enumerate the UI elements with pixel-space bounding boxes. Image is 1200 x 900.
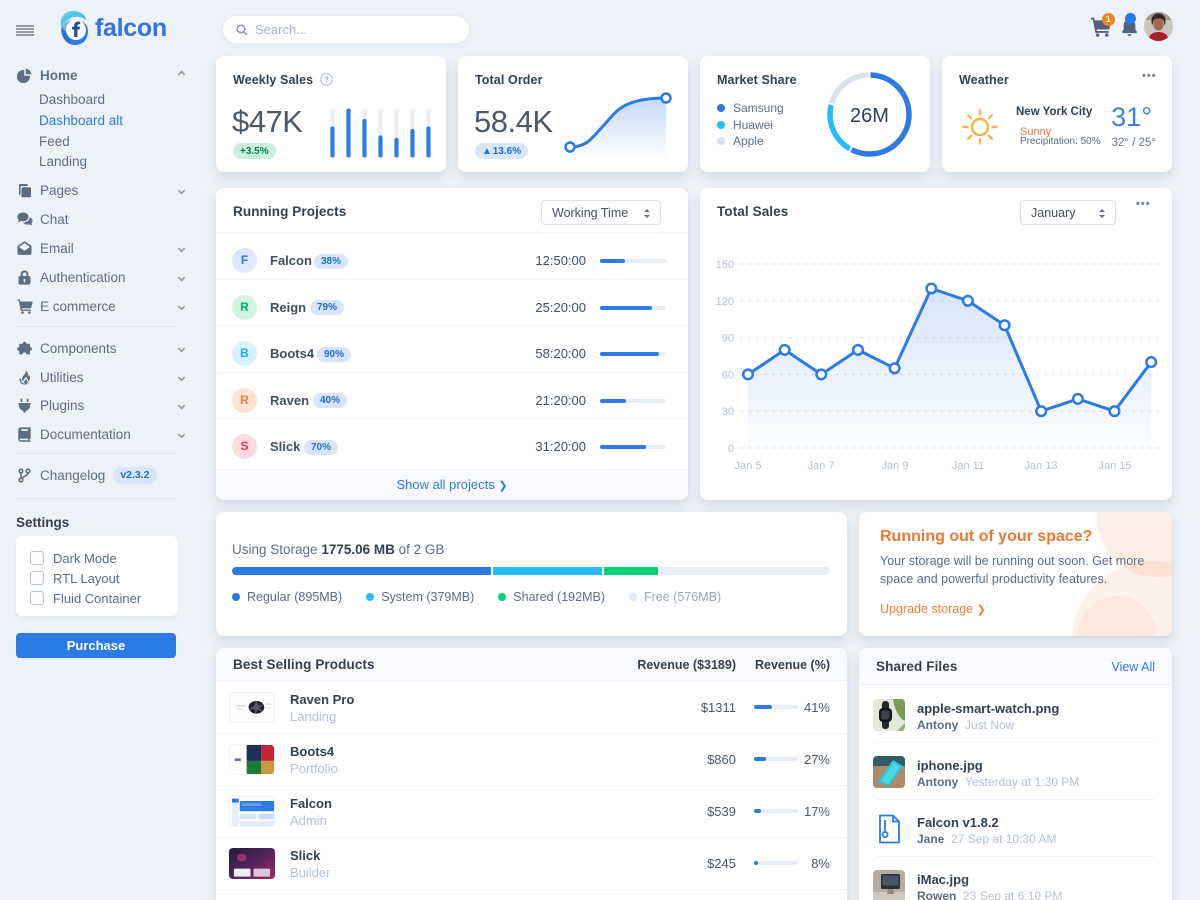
- svg-text:90: 90: [722, 333, 734, 345]
- svg-text:Jan 11: Jan 11: [952, 460, 984, 472]
- svg-text:120: 120: [716, 296, 734, 308]
- svg-text:Jan 5: Jan 5: [735, 460, 762, 472]
- svg-text:0: 0: [728, 443, 734, 455]
- svg-text:Jan 15: Jan 15: [1098, 460, 1131, 472]
- svg-text:26M: 26M: [850, 105, 889, 127]
- svg-text:30: 30: [722, 406, 734, 418]
- svg-text:150: 150: [716, 259, 734, 271]
- svg-text:Jan 7: Jan 7: [808, 460, 835, 472]
- svg-text:Jan 9: Jan 9: [882, 460, 909, 472]
- svg-text:?: ?: [324, 75, 329, 84]
- svg-text:Jan 13: Jan 13: [1024, 460, 1057, 472]
- svg-text:60: 60: [722, 369, 734, 381]
